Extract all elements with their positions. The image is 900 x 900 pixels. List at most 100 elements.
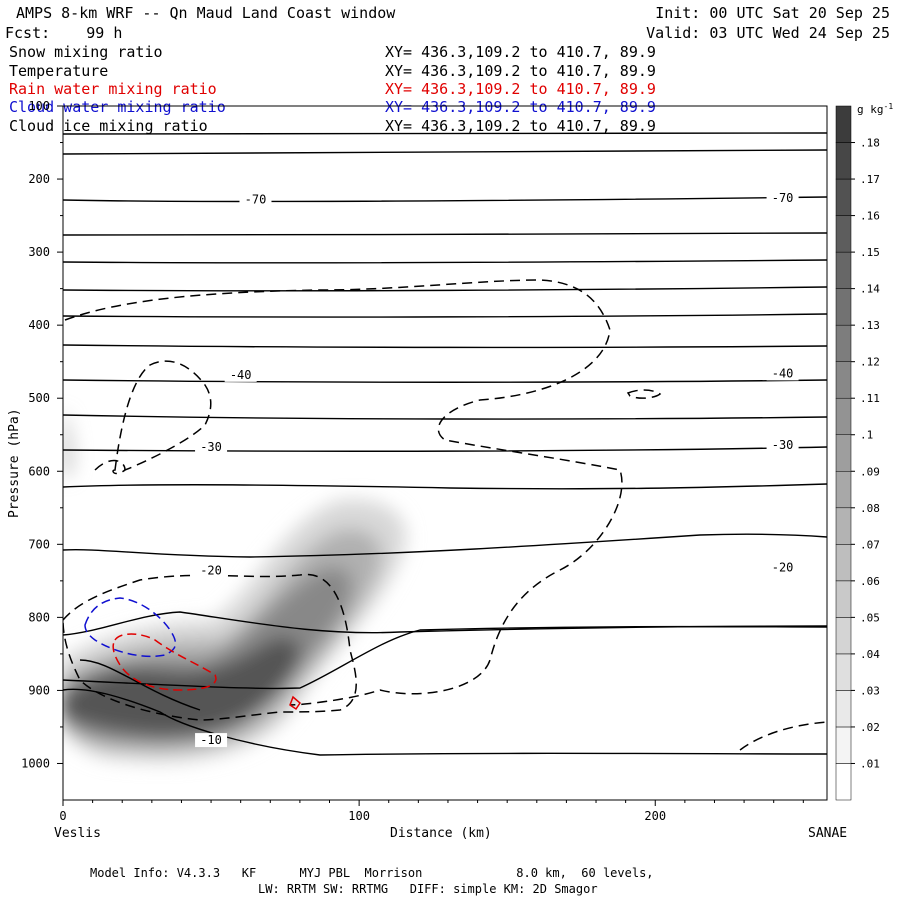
temp-label: -70 — [245, 193, 267, 207]
y-tick-label: 800 — [28, 610, 50, 624]
colorbar-tick-label: .14 — [860, 283, 880, 296]
temp-label: -40 — [772, 366, 794, 380]
temp-label-bg — [195, 440, 228, 455]
colorbar-segment — [835, 142, 852, 180]
temp-label-bg — [766, 191, 799, 206]
x-axis: 0 100 200 — [59, 800, 804, 823]
rain-water-contour-small — [289, 695, 301, 711]
colorbar-tick-label: .06 — [860, 575, 880, 588]
field-cloudice-name: Cloud ice mixing ratio — [9, 117, 208, 135]
colorbar-tick-label: .05 — [860, 611, 880, 624]
x-tick-label: 100 — [348, 809, 370, 823]
colorbar-tick-label: .07 — [860, 538, 880, 551]
field-snow-xy: XY= 436.3,109.2 to 410.7, 89.9 — [385, 43, 656, 61]
colorbar-tick-label: .08 — [860, 502, 880, 515]
colorbar-tick-label: .03 — [860, 684, 880, 697]
colorbar-segment — [835, 726, 852, 764]
colorbar-tick-label: .17 — [860, 173, 880, 186]
temp-label: -20 — [772, 561, 794, 575]
colorbar-segment — [835, 690, 852, 728]
temp-label: -30 — [772, 438, 794, 452]
colorbar-segment — [835, 215, 852, 253]
field-rain-name: Rain water mixing ratio — [9, 80, 217, 98]
plot-frame — [62, 105, 828, 801]
field-cloudwater-name: Cloud water mixing ratio — [9, 98, 226, 116]
y-tick-label: 1000 — [21, 756, 50, 770]
temp-label-bg — [766, 560, 799, 575]
colorbar-segment — [835, 105, 852, 143]
temperature-labels: -70 -70 -40 -40 -30 -30 -20 -20 -10 — [195, 191, 799, 748]
colorbar-segment — [835, 178, 852, 216]
colorbar-tick-label: .11 — [860, 392, 880, 405]
x-tick-label: 200 — [644, 809, 666, 823]
colorbar-segment — [835, 653, 852, 691]
field-cloudice-xy: XY= 436.3,109.2 to 410.7, 89.9 — [385, 117, 656, 135]
colorbar-tick-label: .01 — [860, 757, 880, 770]
colorbar: .01 .02 .03 .04 .05 .06 .07 .08 .09 .1 .11 .12 .13 .1… — [835, 102, 893, 801]
y-tick-label: 500 — [28, 391, 50, 405]
rain-water-contour — [112, 633, 217, 691]
temp-label: -10 — [200, 733, 222, 747]
colorbar-tick-label: .16 — [860, 210, 880, 223]
x-axis-label: Distance (km) — [390, 826, 492, 841]
y-tick-label: 400 — [28, 318, 50, 332]
y-tick-label: 700 — [28, 537, 50, 551]
y-axis: 100 200 300 400 500 600 700 800 900 1000 — [21, 99, 63, 770]
colorbar-unit: g kg-1 — [857, 102, 893, 116]
colorbar-segment — [835, 471, 852, 509]
colorbar-segment — [835, 397, 852, 435]
forecast-hour: Fcst: 99 h — [5, 24, 123, 42]
temp-label: -40 — [230, 368, 252, 382]
temperature-contours — [63, 132, 827, 756]
temp-label-bg — [195, 563, 228, 578]
y-tick-label: 200 — [28, 172, 50, 186]
y-tick-label: 600 — [28, 464, 50, 478]
y-tick-label: 100 — [28, 99, 50, 113]
field-cloudwater-xy: XY= 436.3,109.2 to 410.7, 89.9 — [385, 98, 656, 116]
colorbar-segment — [835, 361, 852, 399]
cloud-ice-contours — [63, 279, 827, 751]
y-tick-label: 300 — [28, 245, 50, 259]
colorbar-tick-label: .09 — [860, 465, 880, 478]
colorbar-tick-label: .13 — [860, 319, 880, 332]
y-tick-label: 900 — [28, 683, 50, 697]
temp-label-bg — [239, 192, 272, 207]
colorbar-segment — [835, 580, 852, 618]
colorbar-segment — [835, 763, 852, 801]
temp-label-bg — [195, 733, 228, 748]
y-axis-label: Pressure (hPa) — [7, 408, 22, 518]
init-time: Init: 00 UTC Sat 20 Sep 25 — [655, 4, 890, 22]
temp-label: -70 — [772, 191, 794, 205]
temp-label-bg — [766, 366, 799, 381]
colorbar-segment — [835, 617, 852, 655]
temp-label-bg — [224, 367, 257, 382]
field-snow-name: Snow mixing ratio — [9, 43, 163, 61]
snow-shading — [63, 411, 407, 763]
model-info-line1: Model Info: V4.3.3 KF MYJ PBL Morrison 8… — [90, 866, 654, 880]
valid-time: Valid: 03 UTC Wed 24 Sep 25 — [646, 24, 890, 42]
colorbar-segment — [835, 507, 852, 545]
model-info-line2: LW: RRTM SW: RRTMG DIFF: simple KM: 2D S… — [258, 882, 598, 896]
colorbar-tick-label: .02 — [860, 721, 880, 734]
temp-label-bg — [766, 437, 799, 452]
field-rain-xy: XY= 436.3,109.2 to 410.7, 89.9 — [385, 80, 656, 98]
field-temperature-xy: XY= 436.3,109.2 to 410.7, 89.9 — [385, 62, 656, 80]
right-endpoint-label: SANAE — [808, 826, 847, 841]
left-endpoint-label: Veslis — [54, 826, 101, 841]
colorbar-segment — [835, 288, 852, 326]
colorbar-segment — [835, 324, 852, 362]
colorbar-segment — [835, 544, 852, 582]
colorbar-segment — [835, 434, 852, 472]
chart-title: AMPS 8-km WRF -- Qn Maud Land Coast wind… — [16, 4, 396, 22]
temp-label: -30 — [200, 440, 222, 454]
colorbar-tick-label: .04 — [860, 648, 880, 661]
colorbar-tick-label: .12 — [860, 356, 880, 369]
field-temperature-name: Temperature — [9, 62, 109, 80]
colorbar-tick-label: .1 — [860, 429, 873, 442]
x-tick-label: 0 — [59, 809, 66, 823]
colorbar-tick-label: .18 — [860, 137, 880, 150]
colorbar-segment — [835, 251, 852, 289]
cloud-water-contour — [84, 597, 177, 658]
colorbar-tick-label: .15 — [860, 246, 880, 259]
